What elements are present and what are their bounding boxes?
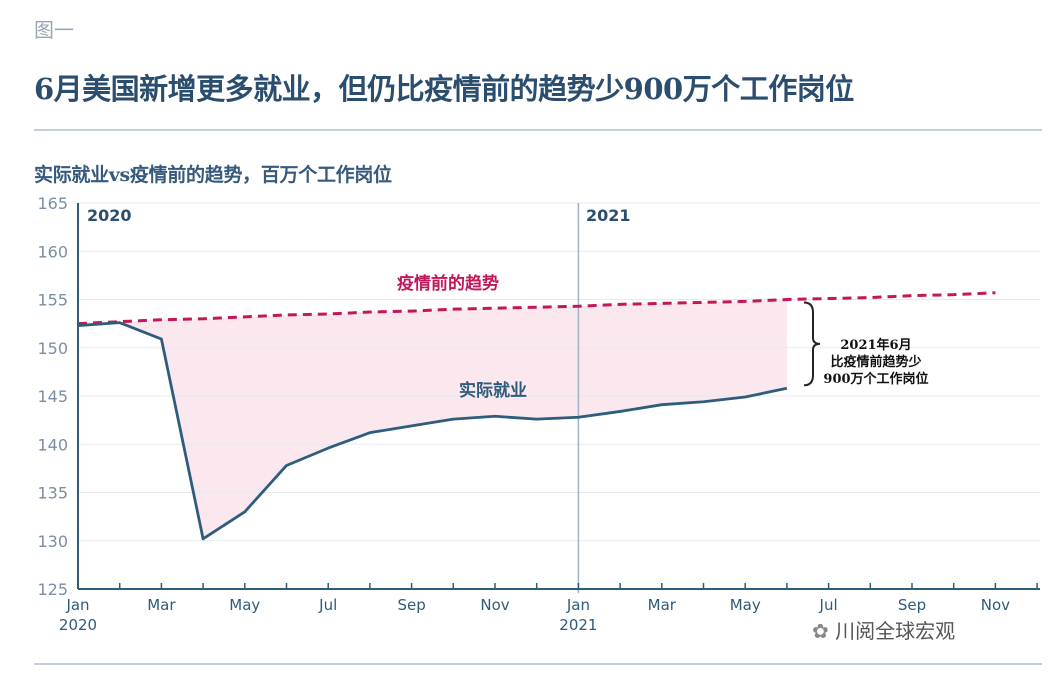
gridlines: 125 130 135 140 145 150 155 160 165	[37, 194, 1040, 599]
employment-gap-area	[78, 299, 787, 539]
x-tick-label: Mar	[648, 596, 677, 614]
y-tick-label: 130	[37, 532, 68, 551]
x-tick-label: May	[730, 596, 761, 614]
x-tick-label: Jul	[819, 596, 838, 614]
trend-series-line	[77, 291, 996, 326]
x-year-label-2020: 2020	[59, 616, 97, 634]
y-tick-label: 165	[37, 194, 68, 213]
page-title: 6月美国新增更多就业，但仍比疫情前的趋势少900万个工作岗位	[34, 72, 854, 106]
watermark-text: 川阅全球宏观	[835, 619, 956, 643]
gap-annotation-line-3: 900万个工作岗位	[823, 371, 928, 387]
x-tick-label: Jan	[65, 596, 89, 614]
y-tick-label: 155	[37, 291, 68, 310]
bottom-divider	[34, 663, 1042, 665]
trend-series-label: 疫情前的趋势	[397, 273, 499, 294]
actual-series-label: 实际就业	[459, 380, 527, 401]
year-panel-label-2021: 2021	[586, 206, 631, 225]
axes: Jan Mar May Jul Sep Nov Jan Mar May Jul Sep Nov	[65, 203, 1040, 614]
x-tick-label: Mar	[147, 596, 176, 614]
x-tick-label: Sep	[397, 596, 425, 614]
actual-series-line	[77, 321, 788, 541]
x-tick-label: Jan	[566, 596, 590, 614]
y-tick-label: 125	[37, 580, 68, 599]
y-tick-label: 135	[37, 484, 68, 503]
x-tick-label: Sep	[898, 596, 926, 614]
x-tick-label: May	[229, 596, 260, 614]
y-tick-label: 150	[37, 339, 68, 358]
chart-subtitle: 实际就业vs疫情前的趋势，百万个工作岗位	[34, 164, 392, 186]
x-year-label-2021: 2021	[559, 616, 597, 634]
y-tick-label: 140	[37, 435, 68, 454]
top-divider	[34, 129, 1042, 131]
year-panel-label-2020: 2020	[87, 206, 132, 225]
gap-annotation-line-1: 2021年6月	[840, 337, 911, 353]
figure-label: 图一	[34, 18, 74, 42]
gap-bracket	[803, 301, 821, 387]
y-tick-label: 145	[37, 387, 68, 406]
y-tick-label: 160	[37, 242, 68, 261]
x-tick-label: Nov	[981, 596, 1010, 614]
x-tick-label: Nov	[480, 596, 509, 614]
gap-annotation-line-2: 比疫情前趋势少	[830, 354, 921, 370]
wechat-icon: ✿	[812, 619, 829, 643]
watermark: ✿ 川阅全球宏观	[812, 615, 955, 644]
x-tick-label: Jul	[318, 596, 337, 614]
